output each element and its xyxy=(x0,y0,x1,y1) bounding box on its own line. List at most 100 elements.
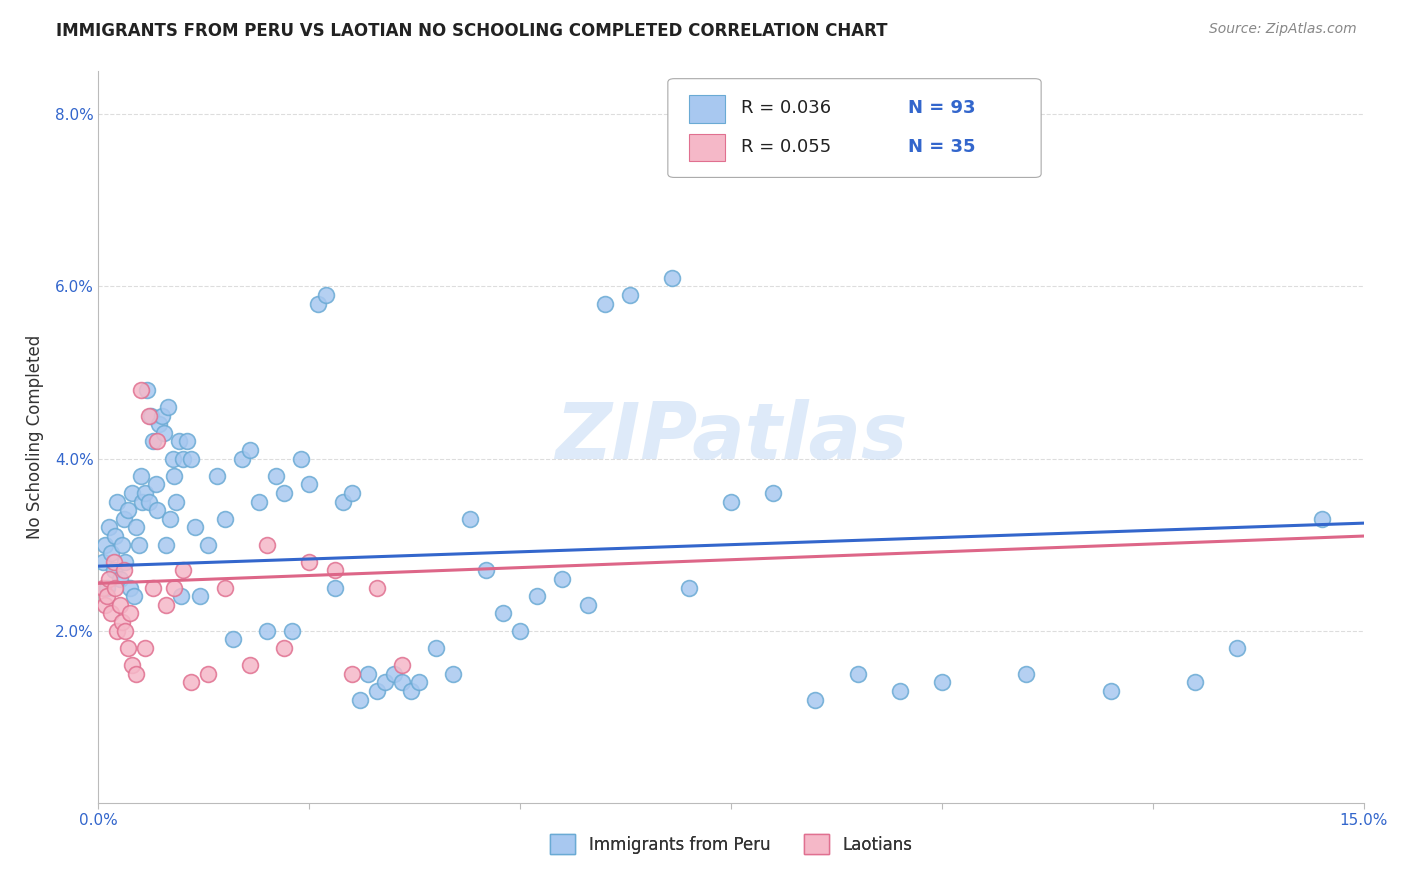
Point xyxy=(366,684,388,698)
Point xyxy=(104,529,127,543)
Point xyxy=(273,640,295,655)
Point xyxy=(142,434,165,449)
Text: N = 93: N = 93 xyxy=(908,99,976,117)
Point xyxy=(509,624,531,638)
Point xyxy=(399,684,422,698)
Point xyxy=(441,666,464,681)
Point xyxy=(117,503,139,517)
Point xyxy=(408,675,430,690)
Point xyxy=(315,288,337,302)
Point xyxy=(136,383,159,397)
Point xyxy=(105,494,128,508)
Text: IMMIGRANTS FROM PERU VS LAOTIAN NO SCHOOLING COMPLETED CORRELATION CHART: IMMIGRANTS FROM PERU VS LAOTIAN NO SCHOO… xyxy=(56,22,887,40)
Point xyxy=(104,581,127,595)
Point xyxy=(145,477,167,491)
Point xyxy=(222,632,245,647)
Point xyxy=(180,675,202,690)
Point xyxy=(176,434,198,449)
Text: R = 0.036: R = 0.036 xyxy=(741,99,831,117)
Point xyxy=(214,512,236,526)
Point xyxy=(889,684,911,698)
Point xyxy=(162,451,184,466)
Point xyxy=(165,494,187,508)
Point xyxy=(139,409,162,423)
Point xyxy=(122,589,145,603)
Point xyxy=(340,486,363,500)
Point xyxy=(155,538,177,552)
Point xyxy=(340,666,363,681)
Point xyxy=(323,564,346,578)
Point xyxy=(804,692,827,706)
Point xyxy=(156,400,179,414)
Point xyxy=(100,546,122,560)
Point xyxy=(366,581,388,595)
Point xyxy=(391,658,413,673)
Point xyxy=(146,434,169,449)
Point xyxy=(720,494,742,508)
Point xyxy=(108,598,131,612)
Point xyxy=(96,589,118,603)
Point xyxy=(91,581,114,595)
Point xyxy=(846,666,869,681)
FancyBboxPatch shape xyxy=(689,134,725,161)
Point xyxy=(762,486,785,500)
Point xyxy=(492,607,515,621)
Point xyxy=(1184,675,1206,690)
Point xyxy=(100,607,122,621)
Point xyxy=(103,555,125,569)
Point xyxy=(1310,512,1333,526)
Point xyxy=(458,512,481,526)
Point xyxy=(105,624,128,638)
Point xyxy=(91,555,114,569)
Point xyxy=(111,538,134,552)
Point xyxy=(205,468,228,483)
Point xyxy=(150,409,173,423)
Point xyxy=(197,666,219,681)
Point xyxy=(114,555,136,569)
Point xyxy=(239,658,262,673)
Point xyxy=(184,520,207,534)
Point xyxy=(94,538,117,552)
Point xyxy=(163,581,186,595)
FancyBboxPatch shape xyxy=(668,78,1040,178)
Text: Source: ZipAtlas.com: Source: ZipAtlas.com xyxy=(1209,22,1357,37)
Point xyxy=(349,692,371,706)
Point xyxy=(172,564,194,578)
Point xyxy=(170,589,193,603)
Point xyxy=(425,640,447,655)
Point xyxy=(357,666,380,681)
Point xyxy=(128,538,150,552)
Point xyxy=(475,564,498,578)
Point xyxy=(281,624,304,638)
Point xyxy=(273,486,295,500)
Legend: Immigrants from Peru, Laotians: Immigrants from Peru, Laotians xyxy=(544,828,918,860)
Point xyxy=(214,581,236,595)
Point xyxy=(117,640,139,655)
Point xyxy=(298,555,321,569)
Point xyxy=(163,468,186,483)
Point xyxy=(111,615,134,629)
Point xyxy=(167,434,190,449)
Point xyxy=(129,383,152,397)
Point xyxy=(129,468,152,483)
Point xyxy=(142,581,165,595)
Point xyxy=(1099,684,1122,698)
Point xyxy=(307,296,329,310)
Point xyxy=(332,494,354,508)
Point xyxy=(138,409,160,423)
Point xyxy=(526,589,548,603)
Point xyxy=(108,572,131,586)
Point xyxy=(298,477,321,491)
Point xyxy=(131,494,153,508)
Point xyxy=(97,572,120,586)
Point xyxy=(96,581,118,595)
Point xyxy=(256,624,278,638)
Point xyxy=(148,417,170,432)
Point xyxy=(146,503,169,517)
Point xyxy=(678,581,700,595)
Point xyxy=(239,442,262,457)
Point xyxy=(94,598,117,612)
Point xyxy=(197,538,219,552)
Point xyxy=(121,486,143,500)
Point xyxy=(134,486,156,500)
